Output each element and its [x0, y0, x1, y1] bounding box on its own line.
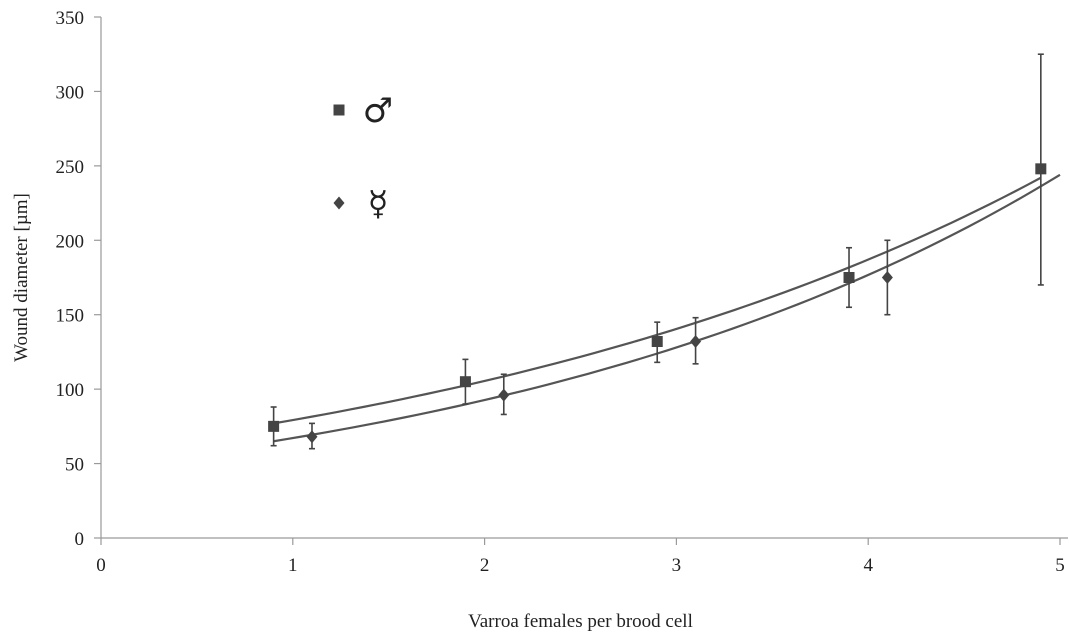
- legend-worker-symbol: ☿: [368, 184, 389, 224]
- legend: ♂☿: [333, 91, 393, 224]
- worker-data-point: [690, 335, 702, 349]
- x-ticks: 0 1 2 3 4 5: [96, 538, 1065, 576]
- legend-male-marker: [333, 104, 345, 116]
- legend-male-symbol: ♂: [363, 91, 393, 131]
- x-tick-label: 4: [863, 555, 873, 576]
- legend-worker-marker: [333, 196, 345, 210]
- data-markers: [268, 163, 1047, 444]
- male-data-point: [843, 272, 855, 283]
- male-data-point: [268, 420, 280, 432]
- worker-data-point: [498, 388, 510, 402]
- y-tick-label: 50: [65, 455, 84, 476]
- x-tick-label: 5: [1055, 555, 1065, 576]
- fit-curve: [273, 176, 1042, 425]
- fit-curve: [273, 173, 1061, 443]
- male-data-point: [459, 376, 471, 388]
- x-tick-label: 3: [672, 555, 682, 576]
- y-tick-label: 200: [56, 231, 85, 252]
- y-tick-label: 100: [56, 380, 85, 401]
- y-tick-label: 300: [56, 82, 85, 103]
- x-axis-title: Varroa females per brood cell: [468, 611, 693, 632]
- axes: 0 1 2 3 4 5 0 50 100 150 200 250 300 350: [56, 8, 1068, 576]
- y-tick-label: 0: [75, 529, 85, 550]
- x-tick-label: 1: [288, 555, 298, 576]
- male-data-point: [651, 336, 663, 348]
- y-tick-label: 250: [56, 157, 85, 178]
- worker-data-point: [881, 271, 893, 284]
- worker-data-point: [306, 430, 318, 444]
- y-tick-label: 350: [56, 8, 85, 29]
- y-tick-label: 150: [56, 306, 85, 327]
- x-tick-label: 0: [96, 555, 106, 576]
- y-axis-title: Wound diameter [µm]: [11, 193, 32, 362]
- male-data-point: [1035, 163, 1047, 175]
- y-ticks: 0 50 100 150 200 250 300 350: [56, 8, 101, 550]
- fit-curves: [273, 173, 1061, 443]
- x-tick-label: 2: [480, 555, 490, 576]
